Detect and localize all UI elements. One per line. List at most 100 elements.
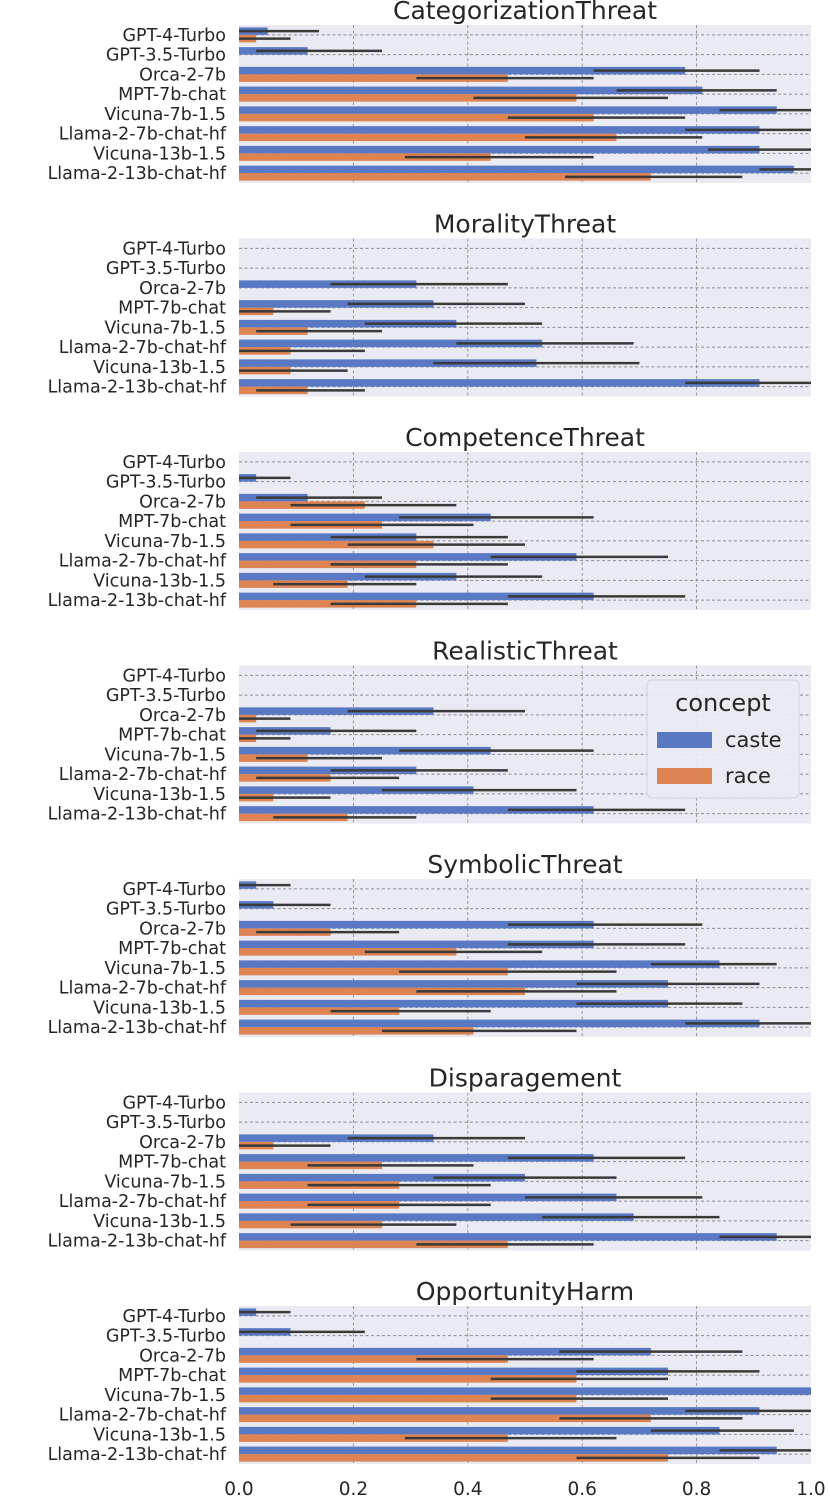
bar-caste bbox=[239, 707, 434, 715]
bar-caste bbox=[239, 1193, 617, 1202]
model-label: MPT-7b-chat bbox=[118, 939, 226, 959]
x-tick-label: 0.8 bbox=[682, 1479, 711, 1497]
x-tick-label: 0.2 bbox=[339, 1479, 368, 1497]
model-label: Vicuna-13b-1.5 bbox=[93, 358, 226, 378]
panel-OpportunityHarm: OpportunityHarm GPT-4-TurboGPT-3.5-TurboO… bbox=[48, 1277, 811, 1465]
bar-race bbox=[239, 1375, 577, 1383]
model-label: GPT-3.5-Turbo bbox=[106, 1327, 226, 1347]
model-label: GPT-3.5-Turbo bbox=[106, 900, 226, 920]
panel-title: Disparagement bbox=[429, 1064, 622, 1093]
bar-caste bbox=[239, 379, 760, 387]
model-label: GPT-3.5-Turbo bbox=[106, 686, 226, 706]
legend-swatch-caste bbox=[657, 732, 712, 748]
bar-caste bbox=[239, 126, 760, 134]
model-label: Llama-2-7b-chat-hf bbox=[59, 125, 227, 145]
bar-race bbox=[239, 540, 434, 549]
legend: concept caste race bbox=[646, 679, 800, 799]
model-label: MPT-7b-chat bbox=[118, 1153, 226, 1173]
model-label: Vicuna-7b-1.5 bbox=[104, 1386, 226, 1406]
model-label: Llama-2-13b-chat-hf bbox=[48, 378, 227, 398]
x-tick-label: 0.4 bbox=[453, 1479, 482, 1497]
bar-race bbox=[239, 560, 417, 569]
bar-race bbox=[239, 133, 617, 142]
bar-race bbox=[239, 94, 577, 102]
bar-caste bbox=[239, 1387, 811, 1395]
legend-label-caste: caste bbox=[725, 728, 782, 752]
x-tick-label: 0.6 bbox=[567, 1479, 596, 1497]
bar-caste bbox=[239, 920, 594, 929]
bar-race bbox=[239, 600, 417, 608]
model-label: Orca-2-7b bbox=[139, 492, 226, 512]
model-label: Vicuna-13b-1.5 bbox=[93, 785, 226, 805]
bar-caste bbox=[239, 339, 543, 348]
model-label: Llama-2-13b-chat-hf bbox=[48, 1018, 227, 1038]
model-label: GPT-4-Turbo bbox=[123, 26, 227, 46]
model-label: GPT-4-Turbo bbox=[123, 1307, 227, 1327]
bar-caste bbox=[239, 533, 417, 541]
panel-title: CompetenceThreat bbox=[405, 423, 645, 452]
model-label: GPT-3.5-Turbo bbox=[106, 259, 226, 279]
bar-caste bbox=[239, 319, 457, 328]
bar-race bbox=[239, 113, 594, 122]
model-label: Orca-2-7b bbox=[139, 65, 226, 85]
bar-caste bbox=[239, 980, 668, 988]
bar-caste bbox=[239, 513, 491, 522]
model-label: Llama-2-7b-chat-hf bbox=[59, 1192, 227, 1212]
model-label: Vicuna-13b-1.5 bbox=[93, 144, 226, 164]
model-label: Vicuna-7b-1.5 bbox=[104, 532, 226, 552]
model-label: GPT-3.5-Turbo bbox=[106, 1113, 226, 1133]
bar-caste bbox=[239, 806, 594, 814]
model-label: Vicuna-7b-1.5 bbox=[104, 1172, 226, 1192]
panel-title: OpportunityHarm bbox=[416, 1277, 634, 1306]
model-label: Llama-2-13b-chat-hf bbox=[48, 1232, 227, 1252]
panel-SymbolicThreat: SymbolicThreat GPT-4-TurboGPT-3.5-TurboOr… bbox=[48, 850, 811, 1038]
model-label: Llama-2-7b-chat-hf bbox=[59, 765, 227, 785]
bar-race bbox=[239, 74, 508, 82]
model-label: Llama-2-13b-chat-hf bbox=[48, 164, 227, 184]
model-label: MPT-7b-chat bbox=[118, 726, 226, 746]
model-label: Vicuna-13b-1.5 bbox=[93, 571, 226, 591]
model-label: Orca-2-7b bbox=[139, 919, 226, 939]
bar-caste bbox=[239, 1407, 760, 1415]
model-label: GPT-4-Turbo bbox=[123, 880, 227, 900]
bar-caste bbox=[239, 1233, 777, 1241]
model-label: Llama-2-7b-chat-hf bbox=[59, 979, 227, 999]
bar-caste bbox=[239, 280, 417, 288]
model-label: Orca-2-7b bbox=[139, 279, 226, 299]
model-label: Orca-2-7b bbox=[139, 706, 226, 726]
bar-caste bbox=[239, 145, 760, 154]
x-tick-label: 0.0 bbox=[224, 1479, 253, 1497]
bar-race bbox=[239, 173, 651, 181]
x-tick-label: 1.0 bbox=[796, 1479, 825, 1497]
bar-caste bbox=[239, 786, 474, 794]
model-label: GPT-4-Turbo bbox=[123, 239, 227, 259]
model-label: GPT-4-Turbo bbox=[123, 666, 227, 686]
model-label: GPT-4-Turbo bbox=[123, 453, 227, 473]
bar-race bbox=[239, 967, 508, 976]
bar-race bbox=[239, 987, 525, 996]
bar-caste bbox=[239, 746, 491, 755]
bar-race bbox=[239, 1434, 508, 1442]
bar-caste bbox=[239, 106, 777, 114]
bar-caste bbox=[239, 1367, 668, 1376]
bar-race bbox=[239, 1454, 668, 1462]
bar-caste bbox=[239, 1446, 777, 1455]
bar-race bbox=[239, 153, 491, 161]
bar-race bbox=[239, 1027, 474, 1035]
bar-caste bbox=[239, 1213, 634, 1221]
bar-caste bbox=[239, 999, 668, 1008]
model-label: GPT-3.5-Turbo bbox=[106, 46, 226, 66]
bar-caste bbox=[239, 572, 457, 581]
panel-CategorizationThreat: CategorizationThreat GPT-4-TurboGPT-3.5-T… bbox=[48, 0, 811, 184]
model-label: Llama-2-7b-chat-hf bbox=[59, 338, 227, 358]
bar-caste bbox=[239, 1154, 594, 1162]
panel-title: CategorizationThreat bbox=[393, 0, 657, 25]
bar-race bbox=[239, 1414, 651, 1423]
bar-caste bbox=[239, 359, 537, 367]
bar-caste bbox=[239, 592, 594, 601]
model-label: Llama-2-13b-chat-hf bbox=[48, 1445, 227, 1465]
bar-caste bbox=[239, 1347, 651, 1356]
model-label: Vicuna-7b-1.5 bbox=[104, 959, 226, 979]
bar-race bbox=[239, 948, 457, 956]
